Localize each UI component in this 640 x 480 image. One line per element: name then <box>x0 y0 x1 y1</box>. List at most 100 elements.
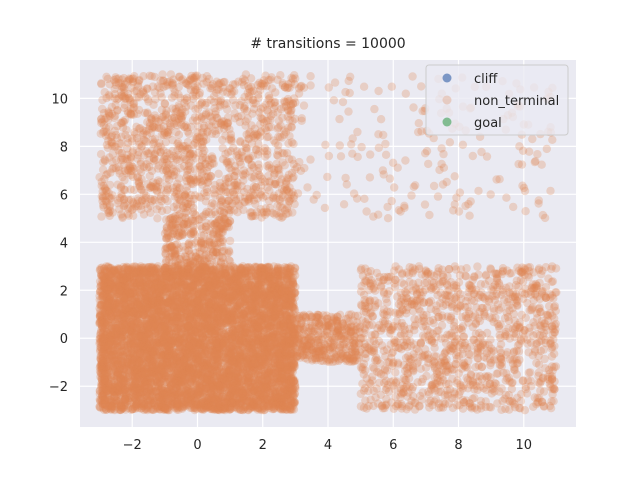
data-point <box>104 356 114 365</box>
data-point <box>238 353 247 362</box>
data-point <box>195 303 204 313</box>
data-point <box>176 342 185 352</box>
data-point <box>211 326 220 335</box>
data-point <box>285 267 294 277</box>
data-point <box>271 343 280 353</box>
data-point <box>262 334 271 343</box>
data-point <box>211 290 220 299</box>
data-point <box>184 299 194 308</box>
data-point <box>139 405 149 415</box>
data-point <box>249 342 258 351</box>
data-point <box>182 328 191 337</box>
data-point <box>168 273 177 283</box>
data-point <box>119 296 128 306</box>
data-point <box>236 286 245 295</box>
data-point <box>118 285 128 295</box>
data-point <box>207 292 216 301</box>
data-point <box>96 403 105 412</box>
data-point <box>223 362 233 371</box>
data-point <box>288 405 297 414</box>
data-point <box>98 390 107 400</box>
data-point <box>230 348 240 357</box>
data-point <box>145 320 154 330</box>
data-point <box>99 317 108 327</box>
data-point <box>102 337 111 346</box>
data-point <box>130 365 139 374</box>
data-point <box>273 298 282 308</box>
data-point <box>165 345 174 354</box>
data-point <box>175 274 184 283</box>
data-point <box>152 273 161 282</box>
data-point <box>158 307 167 316</box>
data-point <box>116 332 126 342</box>
data-point <box>175 357 185 366</box>
data-point <box>211 361 220 370</box>
data-point <box>153 268 162 278</box>
data-point <box>169 311 178 321</box>
data-point <box>273 295 282 304</box>
data-point <box>151 330 160 339</box>
data-point <box>206 302 215 311</box>
data-point <box>206 347 215 356</box>
data-point <box>200 401 209 410</box>
data-point <box>242 396 251 406</box>
data-point <box>201 282 211 292</box>
data-point <box>274 284 283 294</box>
data-point <box>117 291 126 300</box>
data-point <box>272 318 282 327</box>
data-point <box>128 383 137 392</box>
data-point <box>170 390 180 399</box>
data-point <box>198 333 208 342</box>
data-point <box>153 294 163 303</box>
data-point <box>226 272 235 281</box>
data-point <box>217 267 227 276</box>
data-point <box>172 309 181 319</box>
data-point <box>269 318 278 327</box>
data-point <box>168 336 177 345</box>
data-point <box>262 348 271 358</box>
data-point <box>257 287 267 296</box>
data-point <box>249 398 258 407</box>
data-point <box>108 363 118 372</box>
data-point <box>123 286 132 295</box>
data-point <box>152 298 161 308</box>
data-point <box>189 369 199 378</box>
data-point <box>262 334 271 344</box>
data-point <box>186 320 196 330</box>
data-point <box>170 282 179 291</box>
data-point <box>191 341 200 350</box>
data-point <box>184 315 193 324</box>
data-point <box>283 322 293 332</box>
data-point <box>266 284 275 293</box>
data-point <box>227 336 236 345</box>
data-point <box>278 292 287 301</box>
data-point <box>211 336 221 345</box>
data-point <box>130 324 140 333</box>
data-point <box>226 276 235 286</box>
data-point <box>115 264 124 274</box>
data-point <box>232 310 241 320</box>
data-point <box>267 398 277 408</box>
data-point <box>202 294 211 304</box>
data-point <box>151 368 161 377</box>
data-point <box>200 346 209 356</box>
data-point <box>193 307 202 317</box>
data-point <box>150 325 159 334</box>
data-point <box>260 347 269 357</box>
data-point <box>133 383 142 392</box>
data-point <box>200 266 210 276</box>
data-point <box>226 390 235 399</box>
data-point <box>245 272 254 281</box>
data-point <box>147 344 156 353</box>
data-point <box>177 374 186 383</box>
data-point <box>289 267 298 276</box>
data-point <box>151 365 160 374</box>
data-point <box>165 312 174 322</box>
data-point <box>112 371 121 380</box>
data-point <box>148 386 157 395</box>
data-point <box>232 359 241 368</box>
data-point <box>98 367 108 376</box>
data-point <box>181 346 190 355</box>
data-point <box>258 374 267 384</box>
